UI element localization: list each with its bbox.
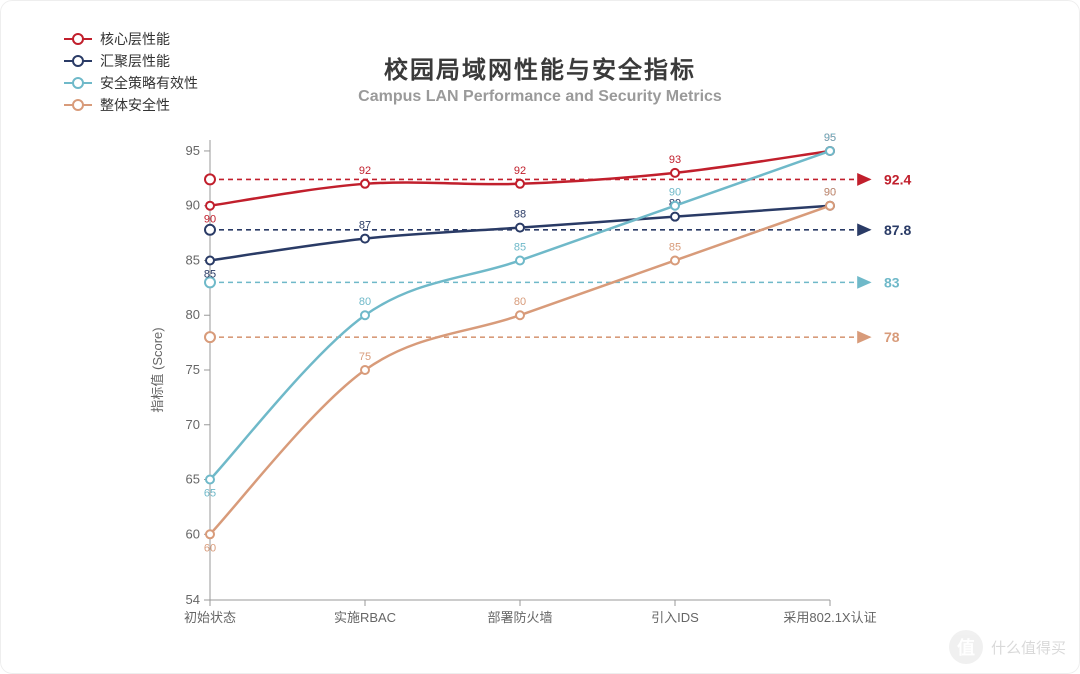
marker-agg-2 <box>516 224 524 232</box>
marker-sec-1 <box>361 311 369 319</box>
chart-stage: 校园局域网性能与安全指标 Campus LAN Performance and … <box>0 0 1080 674</box>
marker-sec-2 <box>516 256 524 264</box>
series-line-all <box>210 206 830 535</box>
value-sec-0: 65 <box>204 488 216 500</box>
value-all-4: 90 <box>824 187 836 199</box>
marker-agg-1 <box>361 235 369 243</box>
svg-text:75: 75 <box>186 362 200 377</box>
value-agg-1: 87 <box>359 220 371 232</box>
mean-label-all: 78 <box>884 329 900 345</box>
marker-core-0 <box>206 202 214 210</box>
axes: 54 60 65 70 75 80 85 90 95 初始状态 实施RBAC 部署防火墙 引入IDS 采用… <box>184 140 877 625</box>
svg-text:70: 70 <box>186 417 200 432</box>
mean-start-agg <box>205 225 215 235</box>
value-sec-2: 85 <box>514 241 526 253</box>
svg-text:采用802.1X认证: 采用802.1X认证 <box>783 610 876 625</box>
svg-text:初始状态: 初始状态 <box>184 610 236 625</box>
marker-all-4 <box>826 202 834 210</box>
svg-text:部署防火墙: 部署防火墙 <box>487 610 552 625</box>
marker-core-2 <box>516 180 524 188</box>
marker-sec-0 <box>206 476 214 484</box>
svg-text:65: 65 <box>186 472 200 487</box>
marker-sec-4 <box>826 147 834 155</box>
marker-core-1 <box>361 180 369 188</box>
svg-text:60: 60 <box>186 526 200 541</box>
marker-core-3 <box>671 169 679 177</box>
svg-text:85: 85 <box>186 252 200 267</box>
marker-all-3 <box>671 256 679 264</box>
value-all-3: 85 <box>669 241 681 253</box>
value-sec-1: 80 <box>359 296 371 308</box>
mean-label-sec: 83 <box>884 274 900 290</box>
watermark-badge: 值 <box>949 630 983 664</box>
svg-text:54: 54 <box>186 592 200 607</box>
value-agg-0: 85 <box>204 268 216 280</box>
value-sec-3: 90 <box>669 187 681 199</box>
svg-text:95: 95 <box>186 143 200 158</box>
value-all-1: 75 <box>359 351 371 363</box>
marker-agg-0 <box>206 256 214 264</box>
value-core-1: 92 <box>359 165 371 177</box>
watermark: 值 什么值得买 <box>949 630 1066 664</box>
value-core-0: 90 <box>204 214 216 226</box>
svg-text:80: 80 <box>186 307 200 322</box>
svg-text:实施RBAC: 实施RBAC <box>334 610 396 625</box>
mean-start-all <box>205 332 215 342</box>
value-core-3: 93 <box>669 154 681 166</box>
series-line-core <box>210 151 830 206</box>
svg-text:引入IDS: 引入IDS <box>651 610 699 625</box>
value-all-0: 60 <box>204 542 216 554</box>
mean-label-agg: 87.8 <box>884 222 911 238</box>
marker-all-0 <box>206 530 214 538</box>
marker-sec-3 <box>671 202 679 210</box>
marker-agg-3 <box>671 213 679 221</box>
chart-svg: 54 60 65 70 75 80 85 90 95 初始状态 实施RBAC 部署防火墙 引入IDS 采用… <box>0 0 1080 674</box>
svg-text:90: 90 <box>186 198 200 213</box>
marker-all-2 <box>516 311 524 319</box>
watermark-text: 什么值得买 <box>991 637 1066 658</box>
marker-all-1 <box>361 366 369 374</box>
mean-start-core <box>205 174 215 184</box>
value-agg-2: 88 <box>514 209 526 221</box>
mean-label-core: 92.4 <box>884 171 911 187</box>
value-all-2: 80 <box>514 296 526 308</box>
value-core-2: 92 <box>514 165 526 177</box>
value-sec-4: 95 <box>824 132 836 144</box>
y-axis-label: 指标值 (Score) <box>150 327 165 412</box>
